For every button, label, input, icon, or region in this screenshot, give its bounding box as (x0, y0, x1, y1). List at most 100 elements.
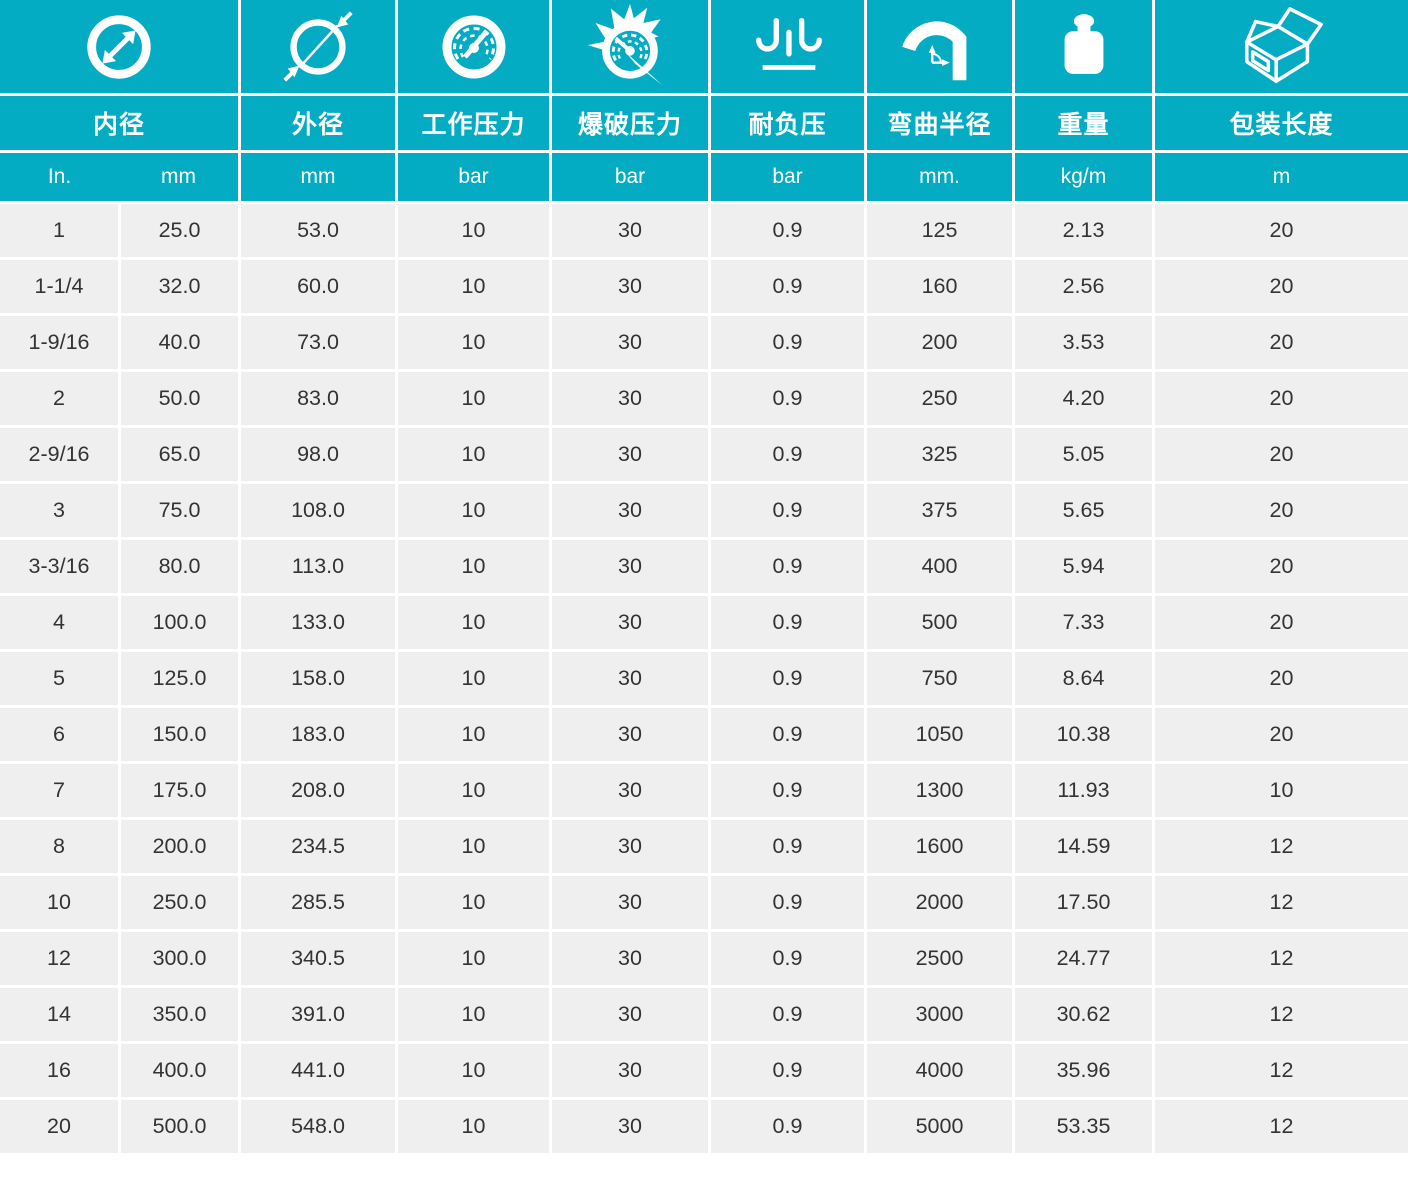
cell-vacuum-resistance: 0.9 (711, 988, 864, 1041)
cell-outer-diameter: 133.0 (241, 596, 395, 649)
cell-bend-radius: 4000 (867, 1044, 1012, 1097)
cell-inner-diameter-mm: 150.0 (121, 708, 238, 761)
cell-working-pressure: 10 (398, 708, 549, 761)
cell-working-pressure: 10 (398, 988, 549, 1041)
cell-burst-pressure: 30 (552, 484, 708, 537)
cell-weight: 7.33 (1015, 596, 1152, 649)
cell-bend-radius: 325 (867, 428, 1012, 481)
cell-bend-radius: 3000 (867, 988, 1012, 1041)
column-header-vacuum-resistance: 耐负压 (711, 96, 864, 150)
cell-outer-diameter: 441.0 (241, 1044, 395, 1097)
cell-vacuum-resistance: 0.9 (711, 876, 864, 929)
cell-inner-diameter-in: 6 (0, 708, 118, 761)
cell-burst-pressure: 30 (552, 820, 708, 873)
bend-radius-header-cell (867, 0, 1012, 93)
cell-weight: 2.13 (1015, 204, 1152, 257)
cell-bend-radius: 2000 (867, 876, 1012, 929)
cell-inner-diameter-in: 5 (0, 652, 118, 705)
cell-vacuum-resistance: 0.9 (711, 708, 864, 761)
hose-spec-table: 内径 外径 工作压力 爆破压力 耐负压 弯曲半径 重量 包装长度 In. mm … (0, 0, 1408, 1153)
burst-pressure-header-cell (552, 0, 708, 93)
cell-working-pressure: 10 (398, 540, 549, 593)
cell-inner-diameter-mm: 400.0 (121, 1044, 238, 1097)
cell-inner-diameter-in: 1 (0, 204, 118, 257)
cell-vacuum-resistance: 0.9 (711, 484, 864, 537)
cell-inner-diameter-mm: 250.0 (121, 876, 238, 929)
cell-burst-pressure: 30 (552, 596, 708, 649)
cell-inner-diameter-mm: 25.0 (121, 204, 238, 257)
cell-inner-diameter-mm: 80.0 (121, 540, 238, 593)
cell-vacuum-resistance: 0.9 (711, 764, 864, 817)
cell-working-pressure: 10 (398, 316, 549, 369)
unit-inner-diameter-mm: mm (161, 165, 196, 188)
cell-weight: 30.62 (1015, 988, 1152, 1041)
cell-working-pressure: 10 (398, 1044, 549, 1097)
cell-working-pressure: 10 (398, 652, 549, 705)
unit-bend-radius: mm. (867, 153, 1012, 201)
cell-burst-pressure: 30 (552, 1044, 708, 1097)
cell-weight: 17.50 (1015, 876, 1152, 929)
cell-burst-pressure: 30 (552, 652, 708, 705)
unit-weight: kg/m (1015, 153, 1152, 201)
unit-inner-diameter: In. mm (0, 153, 238, 201)
cell-weight: 11.93 (1015, 764, 1152, 817)
cell-inner-diameter-in: 1-9/16 (0, 316, 118, 369)
cell-outer-diameter: 285.5 (241, 876, 395, 929)
cell-inner-diameter-in: 20 (0, 1100, 118, 1153)
cell-inner-diameter-in: 2-9/16 (0, 428, 118, 481)
cell-vacuum-resistance: 0.9 (711, 428, 864, 481)
cell-inner-diameter-mm: 175.0 (121, 764, 238, 817)
cell-inner-diameter-in: 4 (0, 596, 118, 649)
column-header-burst-pressure: 爆破压力 (552, 96, 708, 150)
package-box-icon (1244, 6, 1323, 83)
cell-weight: 14.59 (1015, 820, 1152, 873)
unit-packing-length: m (1155, 153, 1408, 201)
cell-working-pressure: 10 (398, 204, 549, 257)
unit-working-pressure: bar (398, 153, 549, 201)
cell-packing-length: 20 (1155, 540, 1408, 593)
inner-diameter-header-cell (0, 0, 238, 93)
cell-packing-length: 20 (1155, 372, 1408, 425)
cell-packing-length: 20 (1155, 204, 1408, 257)
cell-packing-length: 20 (1155, 428, 1408, 481)
cell-vacuum-resistance: 0.9 (711, 316, 864, 369)
cell-burst-pressure: 30 (552, 260, 708, 313)
cell-weight: 4.20 (1015, 372, 1152, 425)
cell-packing-length: 20 (1155, 708, 1408, 761)
cell-bend-radius: 750 (867, 652, 1012, 705)
cell-weight: 3.53 (1015, 316, 1152, 369)
cell-burst-pressure: 30 (552, 764, 708, 817)
cell-bend-radius: 500 (867, 596, 1012, 649)
cell-inner-diameter-in: 7 (0, 764, 118, 817)
cell-working-pressure: 10 (398, 260, 549, 313)
unit-burst-pressure: bar (552, 153, 708, 201)
cell-inner-diameter-mm: 32.0 (121, 260, 238, 313)
cell-inner-diameter-in: 1-1/4 (0, 260, 118, 313)
cell-weight: 53.35 (1015, 1100, 1152, 1153)
cell-vacuum-resistance: 0.9 (711, 204, 864, 257)
cell-burst-pressure: 30 (552, 932, 708, 985)
column-header-outer-diameter: 外径 (241, 96, 395, 150)
unit-vacuum-resistance: bar (711, 153, 864, 201)
cell-packing-length: 20 (1155, 596, 1408, 649)
cell-weight: 5.65 (1015, 484, 1152, 537)
cell-inner-diameter-in: 3-3/16 (0, 540, 118, 593)
cell-packing-length: 12 (1155, 932, 1408, 985)
cell-weight: 5.05 (1015, 428, 1152, 481)
cell-outer-diameter: 73.0 (241, 316, 395, 369)
cell-bend-radius: 1600 (867, 820, 1012, 873)
cell-weight: 8.64 (1015, 652, 1152, 705)
cell-bend-radius: 250 (867, 372, 1012, 425)
column-header-inner-diameter: 内径 (0, 96, 238, 150)
cell-bend-radius: 160 (867, 260, 1012, 313)
cell-burst-pressure: 30 (552, 428, 708, 481)
vacuum-suction-icon (755, 17, 822, 70)
column-header-working-pressure: 工作压力 (398, 96, 549, 150)
cell-packing-length: 20 (1155, 652, 1408, 705)
cell-inner-diameter-mm: 300.0 (121, 932, 238, 985)
cell-outer-diameter: 108.0 (241, 484, 395, 537)
working-pressure-header-cell (398, 0, 549, 93)
cell-outer-diameter: 208.0 (241, 764, 395, 817)
cell-inner-diameter-mm: 125.0 (121, 652, 238, 705)
cell-vacuum-resistance: 0.9 (711, 1100, 864, 1153)
